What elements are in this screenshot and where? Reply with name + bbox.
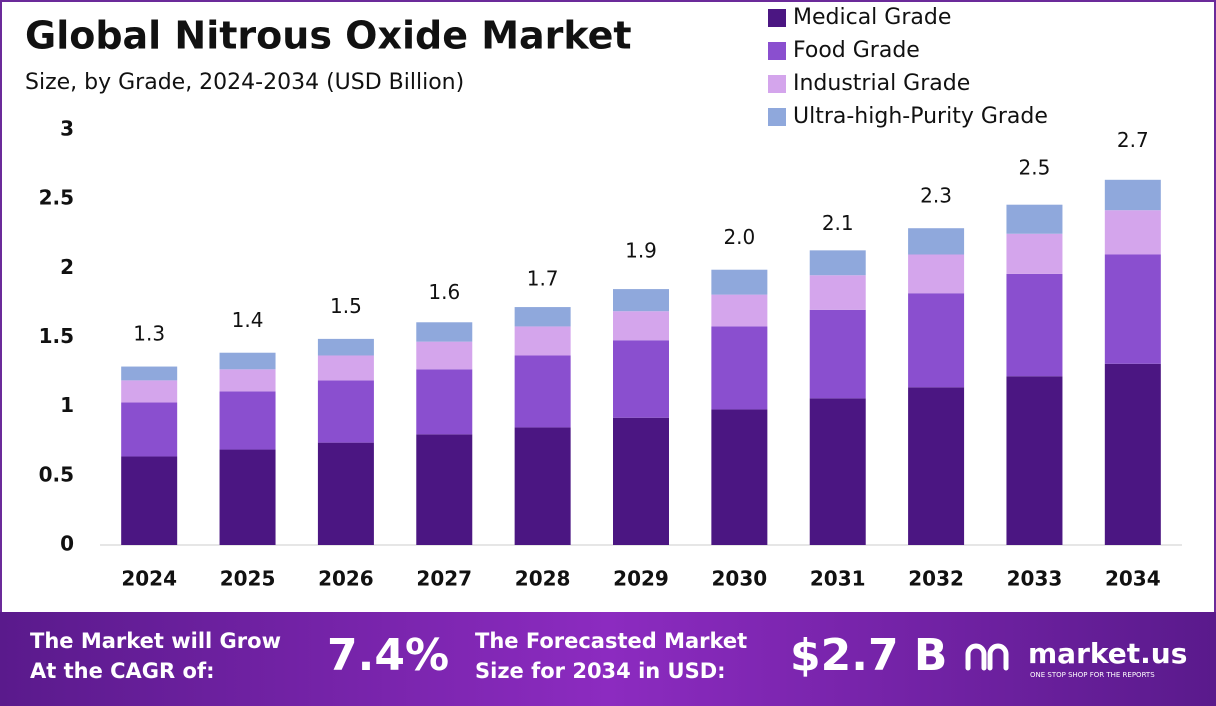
bar-segment: [1006, 376, 1063, 545]
bar-segment: [514, 326, 571, 356]
bar-segment: [121, 366, 178, 381]
bar-segment: [711, 326, 768, 410]
bar-segment: [317, 338, 374, 356]
total-label: 2.7: [1117, 128, 1149, 152]
bar-segment: [1104, 179, 1161, 211]
bar-segment: [711, 269, 768, 295]
bar-segment: [317, 380, 374, 443]
legend-swatch: [768, 108, 786, 126]
total-label: 1.7: [527, 266, 559, 290]
bar-segment: [219, 391, 276, 450]
total-label: 2.5: [1019, 156, 1051, 180]
bar-segment: [317, 442, 374, 545]
total-label: 2.0: [723, 225, 755, 249]
bar-segment: [416, 434, 473, 545]
y-tick-label: 1.5: [39, 324, 74, 348]
total-label: 1.5: [330, 294, 362, 318]
bar-segment: [711, 409, 768, 545]
bar-segment: [121, 402, 178, 457]
x-tick-label: 2027: [416, 567, 472, 591]
bar-segment: [809, 309, 866, 399]
bar-segment: [219, 352, 276, 370]
bar-segment: [514, 355, 571, 428]
footer-text: At the CAGR of:: [30, 659, 215, 683]
bar-segment: [1104, 363, 1161, 545]
bar-segment: [809, 398, 866, 545]
y-tick-label: 0.5: [39, 462, 74, 486]
bar-segment: [1006, 273, 1063, 377]
bar-segment: [1104, 210, 1161, 255]
bar-segment: [809, 275, 866, 310]
y-tick-label: 3: [60, 117, 74, 141]
total-label: 1.3: [133, 322, 165, 346]
legend-swatch: [768, 75, 786, 93]
bar-segment: [219, 449, 276, 545]
total-label: 1.9: [625, 239, 657, 263]
x-tick-label: 2030: [712, 567, 768, 591]
y-tick-label: 0: [60, 532, 74, 556]
y-tick-label: 2: [60, 255, 74, 279]
bar-segment: [1006, 233, 1063, 274]
bar-segment: [514, 427, 571, 545]
x-tick-label: 2024: [121, 567, 177, 591]
y-tick-label: 1: [60, 393, 74, 417]
total-label: 1.4: [232, 308, 264, 332]
bar-segment: [613, 417, 669, 545]
bar-segment: [613, 311, 669, 341]
bar-segment: [908, 293, 965, 388]
legend-swatch: [768, 9, 786, 27]
y-tick-label: 2.5: [39, 186, 74, 210]
legend-swatch: [768, 42, 786, 60]
x-tick-label: 2032: [908, 567, 964, 591]
bar-segment: [317, 355, 374, 381]
total-label: 1.6: [428, 280, 460, 304]
chart-title: Global Nitrous Oxide Market: [25, 14, 632, 58]
x-tick-label: 2031: [810, 567, 866, 591]
footer-forecast: $2.7 B: [790, 630, 947, 681]
bar-segment: [613, 340, 669, 418]
footer-text: The Market will Grow: [30, 629, 281, 653]
footer-text: The Forecasted Market: [475, 629, 747, 653]
footer-text: Size for 2034 in USD:: [475, 659, 726, 683]
footer-cagr: 7.4%: [327, 630, 449, 681]
brand-icon: [965, 643, 1009, 671]
bar-segment: [416, 369, 473, 435]
brand: market.us: [1028, 637, 1187, 670]
bar-segment: [416, 341, 473, 370]
bar-segment: [1104, 254, 1161, 364]
x-tick-label: 2026: [318, 567, 374, 591]
bar-segment: [514, 307, 571, 327]
x-tick-label: 2028: [515, 567, 571, 591]
legend-label: Medical Grade: [793, 5, 951, 30]
x-tick-label: 2029: [613, 567, 669, 591]
legend-label: Ultra-high-Purity Grade: [793, 104, 1048, 129]
chart-subtitle: Size, by Grade, 2024-2034 (USD Billion): [25, 70, 464, 95]
bar-segment: [121, 456, 178, 545]
total-label: 2.3: [920, 183, 952, 207]
bar-segment: [711, 294, 768, 327]
bar-segment: [219, 369, 276, 392]
total-label: 2.1: [822, 211, 854, 235]
legend-label: Food Grade: [793, 38, 920, 63]
bar-segment: [908, 254, 965, 294]
bar-segment: [121, 380, 178, 403]
bar-segment: [416, 322, 473, 342]
x-tick-label: 2033: [1007, 567, 1063, 591]
bar-segment: [908, 228, 965, 255]
footer-banner: [0, 612, 1216, 706]
tagline: ONE STOP SHOP FOR THE REPORTS: [1030, 671, 1155, 679]
x-tick-label: 2034: [1105, 567, 1161, 591]
legend-label: Industrial Grade: [793, 71, 970, 96]
bar-segment: [809, 250, 866, 276]
x-tick-label: 2025: [220, 567, 276, 591]
bar-segment: [613, 289, 669, 312]
bar-segment: [1006, 204, 1063, 234]
bar-segment: [908, 387, 965, 545]
